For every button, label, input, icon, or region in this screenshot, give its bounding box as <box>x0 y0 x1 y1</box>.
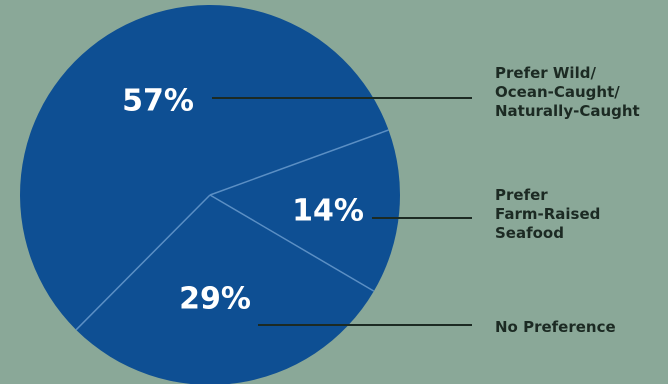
percent-label-none: 29% <box>179 282 251 317</box>
pie-slice-farm <box>210 130 400 292</box>
pie-slice-wild <box>20 5 389 330</box>
percent-label-wild: 57% <box>122 84 194 119</box>
legend-label-farm: Prefer Farm-Raised Seafood <box>495 186 600 242</box>
legend-label-none: No Preference <box>495 318 616 336</box>
legend-label-wild: Prefer Wild/Ocean-Caught/Naturally-Caugh… <box>495 64 640 120</box>
percent-label-farm: 14% <box>292 194 364 229</box>
pie-slice-none <box>76 195 374 384</box>
slice-divider <box>209 129 389 196</box>
slice-divider <box>209 194 375 292</box>
slice-divider <box>75 194 211 331</box>
